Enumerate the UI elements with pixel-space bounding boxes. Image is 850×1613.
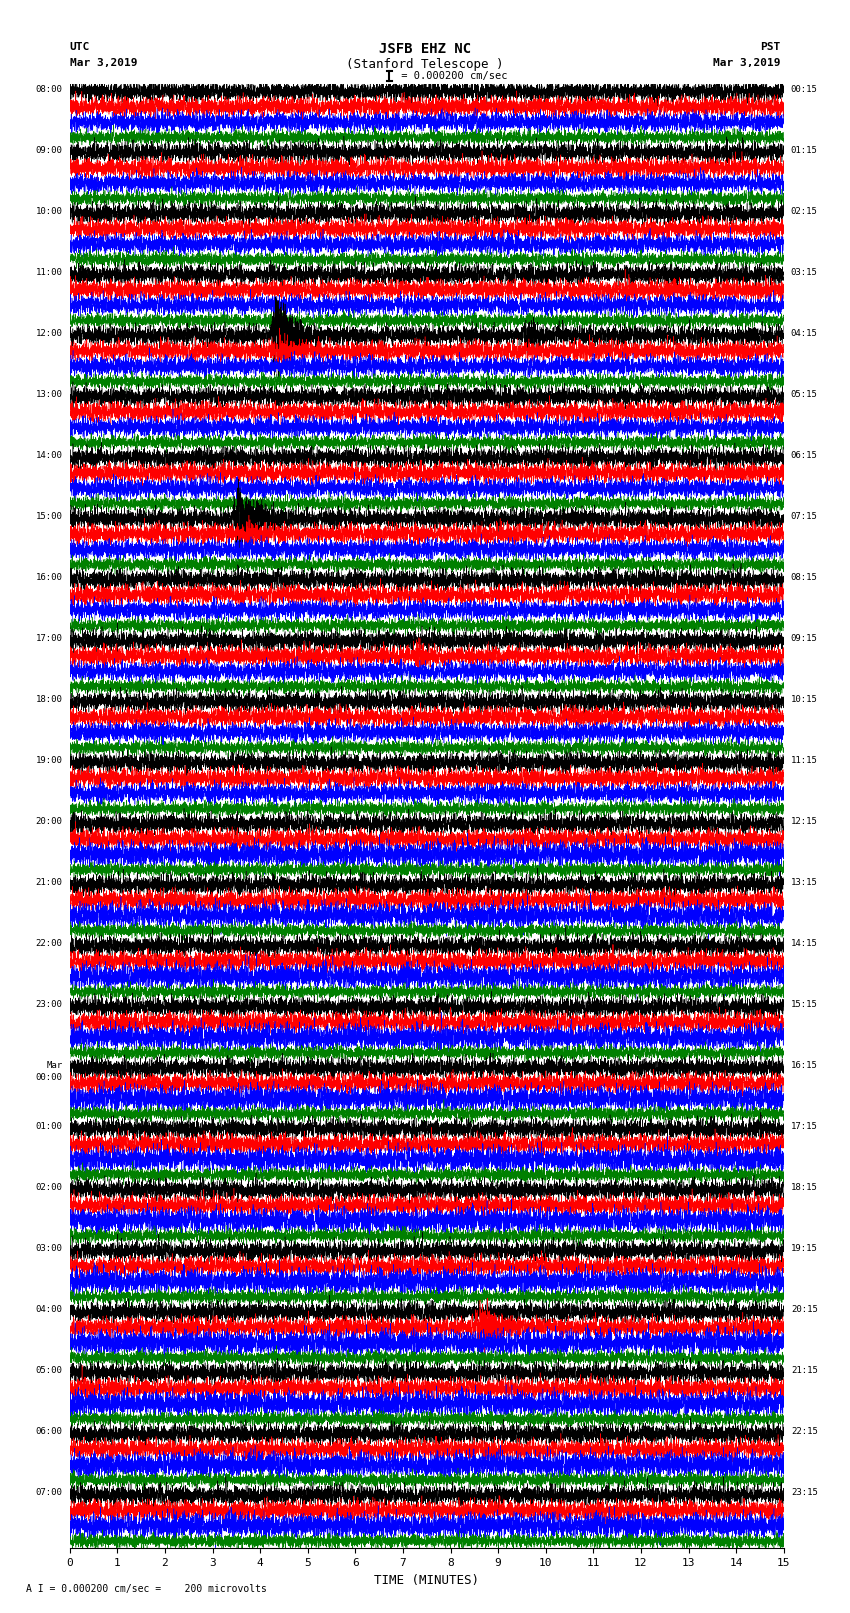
Text: PST: PST	[760, 42, 780, 52]
Text: Mar 3,2019: Mar 3,2019	[713, 58, 780, 68]
Text: 18:15: 18:15	[790, 1182, 818, 1192]
Text: 08:15: 08:15	[790, 573, 818, 582]
Text: 20:15: 20:15	[790, 1305, 818, 1315]
Text: 02:00: 02:00	[36, 1182, 63, 1192]
Text: 17:15: 17:15	[790, 1123, 818, 1131]
Text: 22:00: 22:00	[36, 939, 63, 948]
Text: 01:15: 01:15	[790, 145, 818, 155]
Text: 08:00: 08:00	[36, 84, 63, 94]
Text: 04:15: 04:15	[790, 329, 818, 337]
X-axis label: TIME (MINUTES): TIME (MINUTES)	[374, 1574, 479, 1587]
Text: 00:15: 00:15	[790, 84, 818, 94]
Text: (Stanford Telescope ): (Stanford Telescope )	[346, 58, 504, 71]
Text: 15:15: 15:15	[790, 1000, 818, 1010]
Text: 01:00: 01:00	[36, 1123, 63, 1131]
Text: 05:00: 05:00	[36, 1366, 63, 1376]
Text: 17:00: 17:00	[36, 634, 63, 644]
Text: 14:00: 14:00	[36, 450, 63, 460]
Text: 05:15: 05:15	[790, 390, 818, 398]
Text: UTC: UTC	[70, 42, 90, 52]
Text: 14:15: 14:15	[790, 939, 818, 948]
Text: 22:15: 22:15	[790, 1428, 818, 1436]
Text: JSFB EHZ NC: JSFB EHZ NC	[379, 42, 471, 56]
Text: 19:00: 19:00	[36, 756, 63, 765]
Text: 04:00: 04:00	[36, 1305, 63, 1315]
Text: 11:00: 11:00	[36, 268, 63, 277]
Text: 21:15: 21:15	[790, 1366, 818, 1376]
Text: 20:00: 20:00	[36, 816, 63, 826]
Text: 03:00: 03:00	[36, 1244, 63, 1253]
Text: 02:15: 02:15	[790, 206, 818, 216]
Text: 16:00: 16:00	[36, 573, 63, 582]
Text: A I = 0.000200 cm/sec =    200 microvolts: A I = 0.000200 cm/sec = 200 microvolts	[26, 1584, 266, 1594]
Text: 07:15: 07:15	[790, 511, 818, 521]
Text: = 0.000200 cm/sec: = 0.000200 cm/sec	[395, 71, 507, 81]
Text: 19:15: 19:15	[790, 1244, 818, 1253]
Text: 23:15: 23:15	[790, 1489, 818, 1497]
Text: 09:00: 09:00	[36, 145, 63, 155]
Text: 11:15: 11:15	[790, 756, 818, 765]
Text: 06:15: 06:15	[790, 450, 818, 460]
Text: 07:00: 07:00	[36, 1489, 63, 1497]
Text: Mar 3,2019: Mar 3,2019	[70, 58, 137, 68]
Text: Mar: Mar	[47, 1061, 63, 1069]
Text: 03:15: 03:15	[790, 268, 818, 277]
Text: 13:15: 13:15	[790, 877, 818, 887]
Text: 06:00: 06:00	[36, 1428, 63, 1436]
Text: 10:00: 10:00	[36, 206, 63, 216]
Text: 12:00: 12:00	[36, 329, 63, 337]
Text: 00:00: 00:00	[36, 1073, 63, 1082]
Text: 13:00: 13:00	[36, 390, 63, 398]
Text: 10:15: 10:15	[790, 695, 818, 703]
Text: 23:00: 23:00	[36, 1000, 63, 1010]
Text: 16:15: 16:15	[790, 1061, 818, 1069]
Text: 21:00: 21:00	[36, 877, 63, 887]
Text: 12:15: 12:15	[790, 816, 818, 826]
Text: 18:00: 18:00	[36, 695, 63, 703]
Text: 09:15: 09:15	[790, 634, 818, 644]
Text: 15:00: 15:00	[36, 511, 63, 521]
